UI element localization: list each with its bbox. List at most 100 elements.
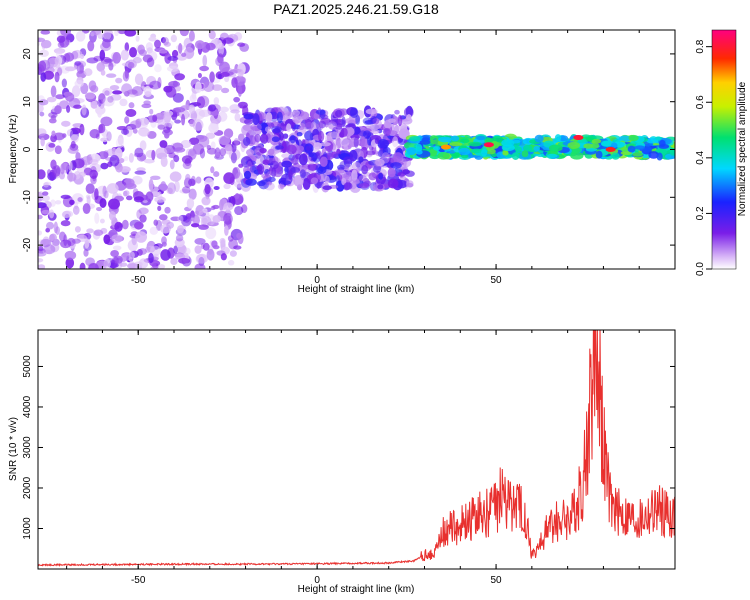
spectrogram-cell	[171, 107, 182, 114]
spectrogram-cell	[55, 94, 65, 100]
spectrogram-cell	[119, 262, 128, 267]
spectrogram-cell	[197, 73, 202, 79]
spectrogram-cell	[143, 158, 155, 164]
spectrogram-cell	[387, 178, 399, 189]
spectrogram-cell	[40, 40, 52, 49]
spectrogram-cell	[40, 30, 51, 35]
spectrogram-cell	[208, 123, 219, 133]
spectrogram-cell	[38, 251, 47, 257]
spectrogram-cell	[153, 219, 159, 226]
snr-y-tick-label: 5000	[22, 355, 33, 378]
spectrogram-cell	[227, 235, 234, 242]
spectrogram-cell	[190, 223, 200, 228]
spectrogram-cell	[402, 169, 410, 175]
spectrogram-cell	[97, 151, 109, 160]
spectrogram-cell	[96, 62, 105, 72]
spectrogram-cell	[188, 178, 196, 187]
spectrogram-cell	[290, 166, 301, 173]
spectrogram-cell	[99, 49, 106, 61]
spectrogram-cell	[221, 87, 230, 94]
spectrogram-cell	[219, 106, 229, 113]
spectrogram-cell	[340, 127, 345, 138]
spectrogram-cell	[271, 167, 277, 178]
spectrogram-cell	[89, 169, 98, 180]
spectrogram-cell	[88, 263, 99, 269]
spectrogram-cell	[217, 111, 228, 122]
spectrogram-cell	[107, 95, 114, 103]
spectrogram-cell	[355, 115, 361, 125]
spectrogram-cell	[370, 115, 377, 124]
spectrogram-cell	[257, 163, 265, 175]
spectrogram-cell	[148, 36, 157, 42]
spectrogram-cell	[233, 96, 241, 103]
spectrogram-cell	[86, 195, 91, 205]
spectrogram-cell	[134, 147, 144, 158]
spectrogram-cell	[120, 49, 130, 61]
spectrogram-cell	[231, 77, 238, 88]
snr-panel: -50 0 50 1000 2000 3000 4000 5000 Height of str…	[8, 329, 676, 595]
spectrogram-cell	[157, 124, 166, 130]
spectrogram-cell	[189, 94, 197, 103]
spectrogram-cell	[164, 132, 170, 139]
spectrogram-y-tick-label: 20	[22, 48, 33, 60]
spectrogram-y-tick-label: -20	[22, 237, 33, 252]
spectrogram-cell	[315, 109, 326, 115]
spectrogram-cell	[121, 128, 130, 135]
spectrogram-cell	[224, 214, 230, 222]
spectrogram-cell	[181, 113, 186, 126]
colorbar-ticks: 0.0 0.2 0.4 0.6 0.8	[695, 39, 712, 276]
spectrogram-cell	[317, 166, 327, 174]
snr-y-tick-label: 4000	[22, 395, 33, 418]
spectrogram-cell	[230, 109, 240, 114]
spectrogram-cell	[106, 183, 119, 194]
spectrogram-cell	[159, 140, 168, 149]
spectrogram-cell	[451, 152, 460, 159]
spectrogram-cell	[73, 104, 82, 109]
spectrogram-cell	[50, 85, 57, 98]
spectrogram-cell	[656, 152, 663, 161]
spectrogram-cell	[316, 150, 322, 160]
spectrogram-cell	[194, 263, 206, 269]
spectrogram-cell	[102, 185, 107, 197]
spectrogram-cell	[181, 52, 187, 57]
spectrogram-cell	[38, 128, 47, 136]
spectrogram-cell	[237, 42, 246, 47]
spectrogram-cell	[458, 147, 471, 156]
spectrogram-cell	[201, 217, 208, 225]
spectrogram-cell	[154, 39, 161, 49]
spectrogram-cell	[129, 47, 137, 58]
spectrogram-cell	[99, 198, 107, 208]
spectrogram-cell	[72, 205, 80, 215]
spectrogram-cell	[70, 134, 79, 143]
spectrogram-cell	[293, 175, 304, 187]
spectrogram-cell	[82, 203, 91, 215]
spectrogram-cell	[468, 141, 482, 147]
spectrogram-cell	[115, 77, 123, 84]
spectrogram-cell	[212, 214, 221, 223]
spectrogram-y-tick-label: 0	[22, 146, 33, 152]
spectrogram-cell	[335, 122, 343, 131]
spectrogram-cell	[38, 169, 46, 180]
spectrogram-cell	[195, 254, 207, 264]
spectrogram-cell	[217, 73, 222, 79]
spectrogram-cell	[54, 71, 60, 83]
spectrogram-cell	[206, 248, 215, 261]
spectrogram-cell	[60, 30, 72, 37]
spectrogram-cell	[79, 53, 85, 60]
spectrogram-cell	[166, 187, 173, 194]
spectrogram-cell	[349, 107, 359, 119]
spectrogram-cell	[558, 135, 569, 142]
spectrogram-cell	[148, 252, 154, 264]
spectrogram-cell	[146, 115, 158, 123]
spectrogram-cell	[246, 158, 253, 167]
spectrogram-cell	[67, 146, 79, 154]
spectrogram-cell	[46, 58, 55, 69]
spectrogram-cell	[237, 85, 243, 97]
spectrogram-cell	[176, 225, 184, 234]
spectrogram-cell	[208, 104, 217, 112]
spectrogram-cell	[224, 144, 233, 155]
snr-x-axis-label: Height of straight line (km)	[298, 584, 415, 595]
colorbar-scale	[711, 29, 737, 270]
spectrogram-cell	[262, 159, 270, 165]
spectrogram-cell	[573, 135, 584, 141]
